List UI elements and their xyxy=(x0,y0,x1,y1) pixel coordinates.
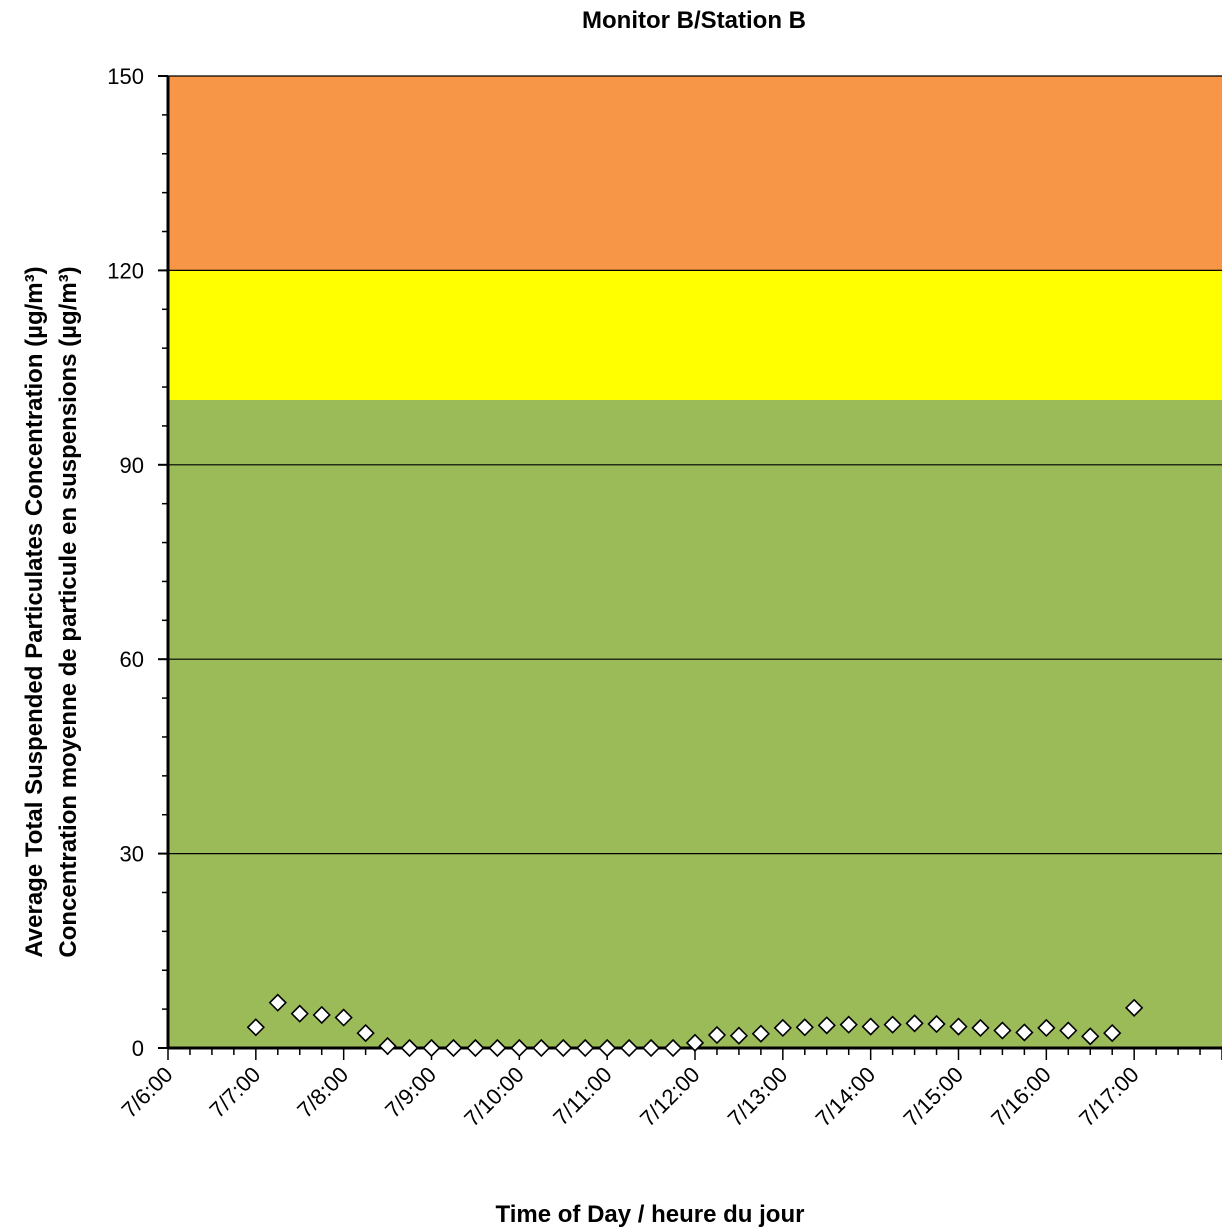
data-point xyxy=(993,1021,1012,1040)
data-point xyxy=(290,1004,309,1023)
y-tick-label: 90 xyxy=(120,453,144,478)
data-point xyxy=(444,1038,463,1058)
y-tick-label: 30 xyxy=(120,842,144,867)
gridlines xyxy=(168,75,1222,855)
x-tick-label: 7/8:00 xyxy=(292,1062,353,1123)
y-ticks: 0 30 60 90 120 150 xyxy=(107,64,168,1061)
data-point xyxy=(312,1005,331,1025)
data-point xyxy=(598,1038,617,1058)
band-2 xyxy=(168,76,1222,271)
data-point xyxy=(1125,998,1144,1017)
y-tick-label: 150 xyxy=(107,64,144,89)
data-point xyxy=(883,1015,902,1034)
x-tick-label: 7/12:00 xyxy=(635,1062,705,1132)
x-tick-label: 7/14:00 xyxy=(811,1062,881,1132)
data-point xyxy=(795,1018,814,1037)
data-point xyxy=(378,1036,397,1056)
data-point xyxy=(532,1038,551,1058)
x-tick-label: 7/11:00 xyxy=(548,1062,616,1130)
x-tick-label: 7/17:00 xyxy=(1074,1062,1144,1132)
data-point xyxy=(641,1038,661,1058)
y-tick-label: 60 xyxy=(120,647,144,672)
data-point xyxy=(729,1026,749,1045)
data-points xyxy=(246,993,1144,1058)
x-tick-label: 7/9:00 xyxy=(380,1062,441,1123)
x-tick-label: 7/10:00 xyxy=(459,1062,529,1132)
data-point xyxy=(663,1038,683,1058)
data-point xyxy=(268,993,287,1012)
x-tick-label: 7/16:00 xyxy=(986,1062,1056,1132)
data-point xyxy=(1037,1018,1056,1038)
data-point xyxy=(861,1017,880,1036)
x-tick-label: 7/7:00 xyxy=(204,1062,265,1123)
data-point xyxy=(751,1024,771,1043)
x-tick-label: 7/13:00 xyxy=(723,1062,793,1132)
data-point xyxy=(817,1016,836,1035)
data-point xyxy=(949,1017,968,1036)
data-point xyxy=(334,1008,353,1027)
x-axis-title: Time of Day / heure du jour xyxy=(496,1201,805,1228)
data-point xyxy=(576,1038,595,1058)
band-1 xyxy=(168,270,1222,400)
data-point xyxy=(839,1015,858,1034)
data-point xyxy=(1081,1027,1100,1046)
background-bands xyxy=(168,76,1222,1048)
y-axis-title: Average Total Suspended Particulates Con… xyxy=(21,266,82,957)
data-point xyxy=(619,1038,639,1058)
data-point xyxy=(356,1023,375,1043)
data-point xyxy=(773,1018,792,1038)
data-point xyxy=(466,1038,485,1058)
data-point xyxy=(510,1038,529,1058)
band-0 xyxy=(168,400,1222,1048)
data-point xyxy=(1103,1023,1122,1043)
data-point xyxy=(488,1038,507,1058)
data-point xyxy=(1015,1023,1034,1042)
data-point xyxy=(400,1038,419,1058)
data-point xyxy=(971,1018,990,1038)
x-tick-label: 7/15:00 xyxy=(898,1062,968,1132)
data-point xyxy=(422,1038,441,1058)
x-tick-label: 7/6:00 xyxy=(117,1062,178,1123)
y-axis-title-line2: Concentration moyenne de particule en su… xyxy=(55,266,82,957)
y-tick-label: 0 xyxy=(132,1036,144,1061)
x-ticks: 7/6:00 7/7:00 7/8:00 7/9:00 7/10:00 7/11:00 7/… xyxy=(117,1048,1222,1131)
data-point xyxy=(246,1018,265,1037)
y-tick-label: 120 xyxy=(107,258,144,283)
data-point xyxy=(905,1014,924,1033)
chart-title: Monitor B/Station B xyxy=(582,7,806,34)
y-axis-title-line1: Average Total Suspended Particulates Con… xyxy=(21,266,48,957)
data-point xyxy=(927,1014,946,1034)
data-point xyxy=(1059,1021,1078,1040)
data-point xyxy=(554,1038,573,1058)
data-point xyxy=(707,1025,727,1045)
data-point xyxy=(685,1033,705,1052)
